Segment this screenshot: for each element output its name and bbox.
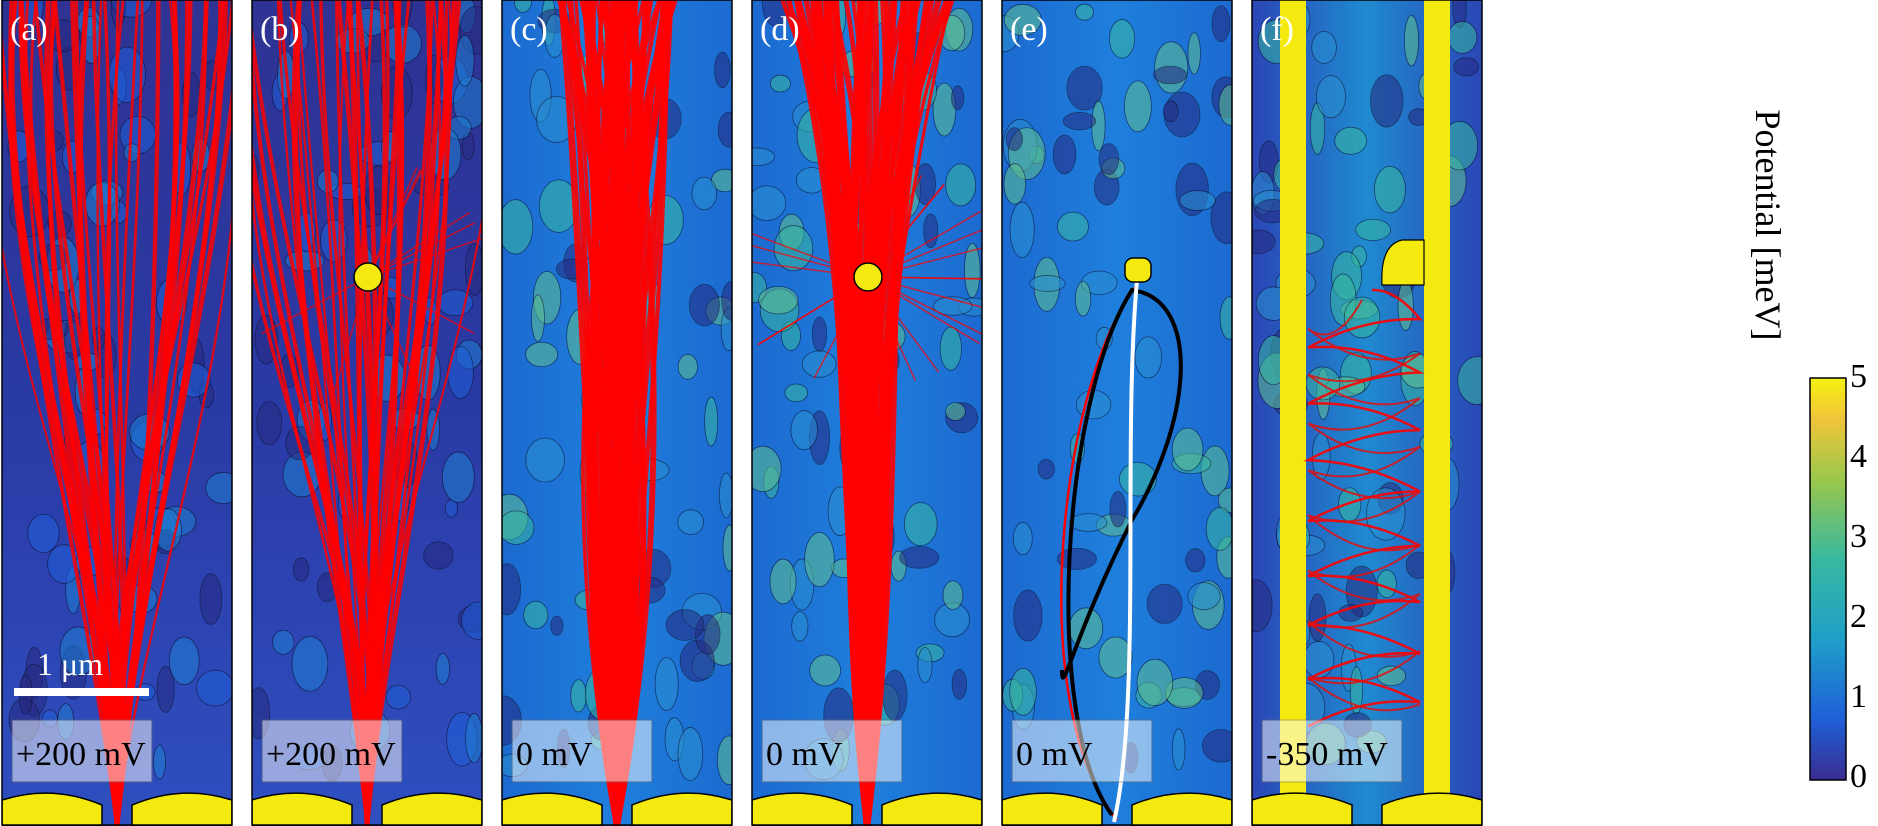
gate-electrodes [752, 792, 982, 826]
gate-left [752, 792, 853, 826]
dot-obstacle [1381, 239, 1425, 286]
colorbar-tick-1: 1 [1850, 678, 1867, 715]
bias-voltage-label: 0 mV [1016, 736, 1093, 773]
panel-d: (d) 0 mV [751, 0, 983, 826]
gate-electrodes [1252, 792, 1482, 826]
panel-frame [1001, 0, 1233, 826]
bias-voltage-label: +200 mV [16, 736, 146, 773]
disorder-texture [1002, 3, 1232, 774]
colorbar-title: Potential [meV] [1748, 109, 1788, 341]
bias-label-box [511, 719, 653, 783]
panel-c: (c) 0 mV [501, 0, 733, 826]
channel-wall-left [1280, 0, 1306, 826]
ray-trajectories [752, 0, 982, 826]
gate-left [252, 792, 353, 826]
dot-obstacle [1124, 257, 1152, 283]
panel-label: (e) [1010, 11, 1048, 48]
panel-frame [251, 0, 483, 826]
gate-right [1381, 792, 1482, 826]
bias-label-box [261, 719, 403, 783]
bias-label-box [11, 719, 153, 783]
colorbar [1809, 377, 1847, 781]
dot-obstacle [853, 262, 883, 292]
gate-right [131, 792, 232, 826]
panel-frame [1, 0, 233, 826]
gate-electrodes [1002, 792, 1232, 826]
scale-bar-line [14, 688, 149, 696]
bias-label-box [761, 719, 903, 783]
colorbar-tick-2: 2 [1850, 598, 1867, 635]
panels-layer: (a)+200 mV1 μm(b)+200 mV(c)0 mV(d)0 mV(e… [1, 0, 1483, 826]
gate-electrodes [252, 792, 482, 826]
panel-e: (e) 0 mV [1001, 0, 1233, 826]
colorbar-gradient [1809, 377, 1847, 781]
panel-frame [501, 0, 733, 826]
scale-bar: 1 μm [14, 646, 149, 696]
gate-left [502, 792, 603, 826]
dot-obstacle [353, 262, 383, 292]
gate-right [381, 792, 482, 826]
gate-left [1002, 792, 1103, 826]
bias-voltage-label: +200 mV [266, 736, 396, 773]
gate-left [2, 792, 103, 826]
panel-f: (f) -350 mV [1251, 0, 1483, 826]
panel-label: (d) [760, 11, 800, 48]
gate-right [881, 792, 982, 826]
orbit-black [1060, 287, 1183, 817]
bias-label-box [1011, 719, 1153, 783]
colorbar-tick-3: 3 [1850, 518, 1867, 555]
channel-wall-right [1424, 0, 1450, 826]
bias-voltage-label: 0 mV [766, 736, 843, 773]
scale-bar-label: 1 μm [37, 646, 103, 682]
ray-trajectories [557, 0, 678, 826]
bias-voltage-label: 0 mV [516, 736, 593, 773]
panel-frame [1251, 0, 1483, 826]
gate-electrodes [2, 792, 232, 826]
panel-a: (a) +200 mV 1 μm [1, 0, 233, 826]
bias-voltage-label: -350 mV [1266, 736, 1388, 773]
panel-label: (a) [10, 11, 48, 48]
panel-label: (b) [260, 11, 300, 48]
gate-right [1131, 792, 1232, 826]
gate-left [1252, 792, 1353, 826]
gate-right [631, 792, 732, 826]
panel-b: (b) +200 mV [251, 0, 483, 826]
colorbar-tick-0: 0 [1850, 758, 1867, 795]
colorbar-tick-5: 5 [1850, 358, 1867, 395]
panel-frame [751, 0, 983, 826]
gate-electrodes [502, 792, 732, 826]
panel-label: (f) [1260, 11, 1294, 48]
bias-label-box [1261, 719, 1403, 783]
ray-trajectories [1303, 288, 1425, 728]
colorbar-tick-4: 4 [1850, 438, 1867, 475]
panel-label: (c) [510, 11, 548, 48]
